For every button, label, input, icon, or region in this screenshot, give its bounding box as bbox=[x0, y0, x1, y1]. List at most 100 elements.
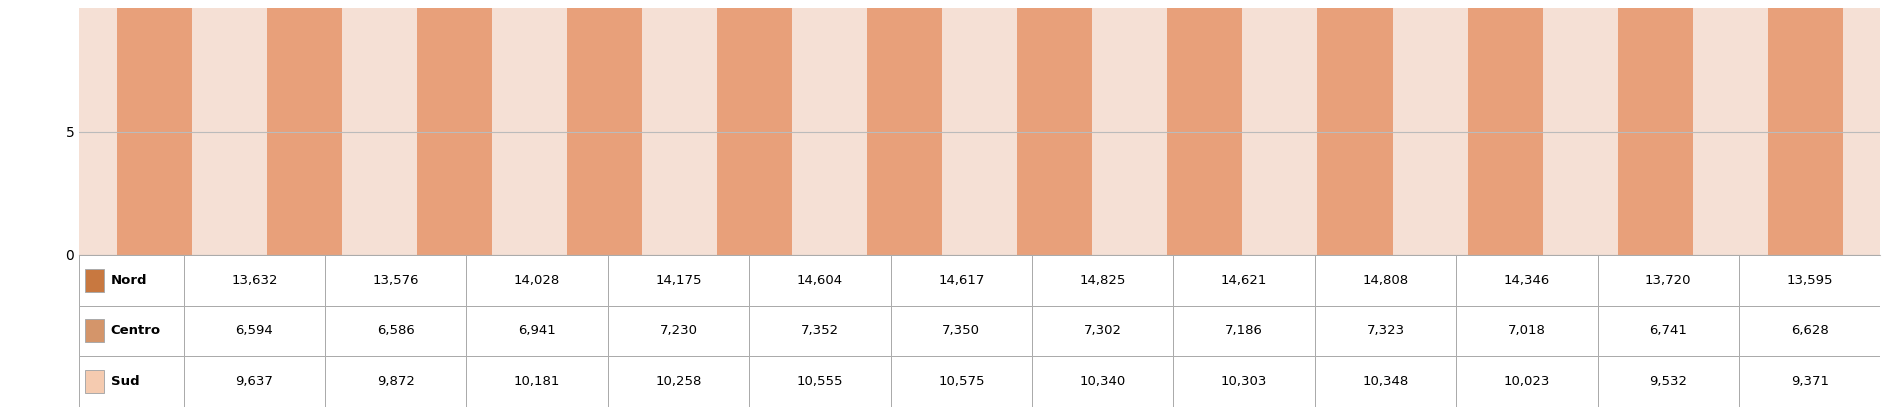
Bar bbox=[868, 0, 943, 255]
Text: 14,346: 14,346 bbox=[1503, 274, 1550, 286]
FancyBboxPatch shape bbox=[1032, 356, 1173, 407]
Text: 14,617: 14,617 bbox=[937, 274, 984, 286]
Text: 7,302: 7,302 bbox=[1084, 324, 1122, 337]
FancyBboxPatch shape bbox=[1597, 305, 1739, 356]
FancyBboxPatch shape bbox=[1739, 255, 1880, 305]
Text: 14,808: 14,808 bbox=[1362, 274, 1409, 286]
Bar bbox=[117, 0, 192, 255]
Bar bbox=[1167, 0, 1243, 255]
FancyBboxPatch shape bbox=[466, 305, 607, 356]
FancyBboxPatch shape bbox=[1315, 305, 1456, 356]
Text: 10,303: 10,303 bbox=[1220, 375, 1267, 388]
Text: 14,175: 14,175 bbox=[654, 274, 702, 286]
Text: 7,352: 7,352 bbox=[802, 324, 839, 337]
Text: 14,604: 14,604 bbox=[798, 274, 843, 286]
FancyBboxPatch shape bbox=[607, 305, 749, 356]
FancyBboxPatch shape bbox=[607, 255, 749, 305]
Text: 6,594: 6,594 bbox=[236, 324, 273, 337]
FancyBboxPatch shape bbox=[183, 305, 324, 356]
Text: 14,621: 14,621 bbox=[1220, 274, 1267, 286]
FancyBboxPatch shape bbox=[183, 356, 324, 407]
FancyBboxPatch shape bbox=[183, 255, 324, 305]
FancyBboxPatch shape bbox=[1456, 305, 1597, 356]
Bar bbox=[1618, 0, 1694, 255]
FancyBboxPatch shape bbox=[890, 356, 1032, 407]
Text: 6,586: 6,586 bbox=[377, 324, 415, 337]
FancyBboxPatch shape bbox=[1456, 255, 1597, 305]
Bar bbox=[1318, 0, 1392, 255]
Bar bbox=[1017, 0, 1092, 255]
FancyBboxPatch shape bbox=[466, 356, 607, 407]
Text: Centro: Centro bbox=[111, 324, 160, 337]
Text: 13,720: 13,720 bbox=[1645, 274, 1692, 286]
Bar bbox=[568, 0, 641, 255]
Bar bbox=[1580, 0, 1729, 255]
Bar bbox=[417, 0, 492, 255]
FancyBboxPatch shape bbox=[607, 356, 749, 407]
FancyBboxPatch shape bbox=[466, 255, 607, 305]
Bar bbox=[1430, 0, 1580, 255]
Text: 10,340: 10,340 bbox=[1079, 375, 1126, 388]
Text: 9,532: 9,532 bbox=[1648, 375, 1688, 388]
FancyBboxPatch shape bbox=[890, 305, 1032, 356]
Text: 10,575: 10,575 bbox=[937, 375, 984, 388]
Bar bbox=[679, 0, 830, 255]
Text: 9,872: 9,872 bbox=[377, 375, 415, 388]
FancyBboxPatch shape bbox=[1173, 255, 1315, 305]
Text: 7,018: 7,018 bbox=[1509, 324, 1547, 337]
FancyBboxPatch shape bbox=[79, 356, 183, 407]
Bar bbox=[1767, 0, 1843, 255]
Bar bbox=[85, 269, 104, 291]
Text: 10,181: 10,181 bbox=[515, 375, 560, 388]
FancyBboxPatch shape bbox=[1597, 255, 1739, 305]
Text: 7,230: 7,230 bbox=[660, 324, 698, 337]
Bar bbox=[1729, 0, 1880, 255]
FancyBboxPatch shape bbox=[79, 255, 183, 305]
FancyBboxPatch shape bbox=[1173, 305, 1315, 356]
FancyBboxPatch shape bbox=[1597, 356, 1739, 407]
Bar bbox=[79, 0, 230, 255]
FancyBboxPatch shape bbox=[324, 305, 466, 356]
Text: Nord: Nord bbox=[111, 274, 147, 286]
Bar bbox=[1281, 0, 1430, 255]
FancyBboxPatch shape bbox=[1315, 255, 1456, 305]
Bar bbox=[85, 370, 104, 393]
Bar bbox=[230, 0, 379, 255]
FancyBboxPatch shape bbox=[749, 255, 890, 305]
Text: 9,637: 9,637 bbox=[236, 375, 273, 388]
FancyBboxPatch shape bbox=[1032, 255, 1173, 305]
Text: 10,023: 10,023 bbox=[1503, 375, 1550, 388]
Text: 13,595: 13,595 bbox=[1786, 274, 1833, 286]
Text: 10,348: 10,348 bbox=[1362, 375, 1409, 388]
Bar bbox=[981, 0, 1130, 255]
Text: 9,371: 9,371 bbox=[1790, 375, 1829, 388]
Text: 7,186: 7,186 bbox=[1226, 324, 1264, 337]
Bar bbox=[530, 0, 679, 255]
Text: 13,632: 13,632 bbox=[232, 274, 277, 286]
FancyBboxPatch shape bbox=[324, 356, 466, 407]
Bar bbox=[379, 0, 530, 255]
FancyBboxPatch shape bbox=[749, 305, 890, 356]
Text: 6,941: 6,941 bbox=[519, 324, 556, 337]
FancyBboxPatch shape bbox=[79, 305, 183, 356]
FancyBboxPatch shape bbox=[1456, 356, 1597, 407]
FancyBboxPatch shape bbox=[1739, 356, 1880, 407]
Text: 7,323: 7,323 bbox=[1367, 324, 1405, 337]
Text: 14,825: 14,825 bbox=[1079, 274, 1126, 286]
Text: 6,628: 6,628 bbox=[1792, 324, 1829, 337]
Bar bbox=[717, 0, 792, 255]
FancyBboxPatch shape bbox=[1739, 305, 1880, 356]
FancyBboxPatch shape bbox=[1032, 305, 1173, 356]
Text: 13,576: 13,576 bbox=[373, 274, 419, 286]
Text: Sud: Sud bbox=[111, 375, 140, 388]
FancyBboxPatch shape bbox=[1315, 356, 1456, 407]
Bar bbox=[266, 0, 341, 255]
FancyBboxPatch shape bbox=[749, 356, 890, 407]
Bar bbox=[1467, 0, 1543, 255]
Bar bbox=[830, 0, 981, 255]
Text: 14,028: 14,028 bbox=[515, 274, 560, 286]
Text: 10,555: 10,555 bbox=[796, 375, 843, 388]
Bar bbox=[1130, 0, 1281, 255]
Text: 10,258: 10,258 bbox=[654, 375, 702, 388]
FancyBboxPatch shape bbox=[1173, 356, 1315, 407]
